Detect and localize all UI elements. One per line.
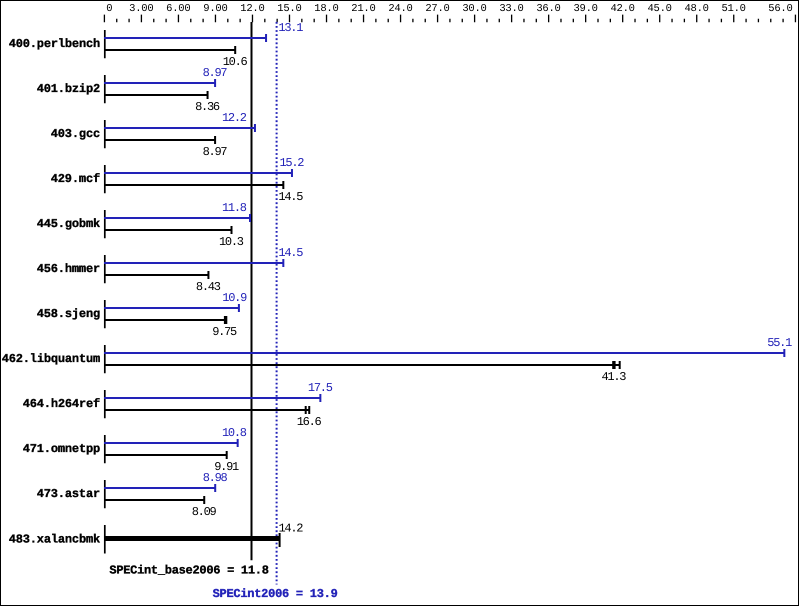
svg-text:8.43: 8.43	[196, 280, 221, 294]
svg-text:56.0: 56.0	[768, 3, 793, 15]
svg-text:SPECint_base2006 = 11.8: SPECint_base2006 = 11.8	[109, 564, 269, 578]
svg-text:39.0: 39.0	[573, 3, 598, 15]
svg-text:403.gcc: 403.gcc	[51, 127, 101, 141]
svg-text:456.hmmer: 456.hmmer	[37, 262, 101, 276]
svg-text:6.00: 6.00	[166, 3, 191, 15]
svg-text:8.36: 8.36	[195, 100, 220, 114]
svg-text:11.8: 11.8	[222, 201, 247, 215]
svg-text:14.5: 14.5	[278, 246, 303, 260]
svg-text:41.3: 41.3	[602, 370, 627, 384]
svg-text:9.75: 9.75	[212, 325, 237, 339]
svg-text:445.gobmk: 445.gobmk	[37, 217, 101, 231]
svg-text:15.0: 15.0	[277, 3, 302, 15]
svg-text:471.omnetpp: 471.omnetpp	[23, 442, 101, 456]
svg-text:14.5: 14.5	[278, 190, 303, 204]
svg-text:SPECint2006 = 13.9: SPECint2006 = 13.9	[213, 587, 338, 601]
svg-text:429.mcf: 429.mcf	[51, 172, 101, 186]
svg-text:458.sjeng: 458.sjeng	[37, 307, 101, 321]
svg-text:12.2: 12.2	[222, 111, 247, 125]
svg-text:483.xalancbmk: 483.xalancbmk	[9, 533, 101, 547]
svg-text:14.2: 14.2	[279, 522, 304, 536]
svg-text:33.0: 33.0	[499, 3, 523, 15]
svg-text:18.0: 18.0	[314, 3, 339, 15]
svg-text:48.0: 48.0	[684, 3, 709, 15]
svg-text:10.9: 10.9	[222, 291, 247, 305]
svg-text:55.1: 55.1	[767, 336, 792, 350]
svg-text:10.8: 10.8	[222, 426, 247, 440]
svg-text:12.0: 12.0	[240, 3, 265, 15]
svg-text:15.2: 15.2	[280, 156, 305, 170]
svg-text:17.5: 17.5	[308, 381, 333, 395]
svg-text:16.6: 16.6	[297, 415, 322, 429]
svg-text:8.97: 8.97	[203, 66, 228, 80]
svg-text:9.00: 9.00	[203, 3, 228, 15]
svg-text:10.6: 10.6	[223, 55, 248, 69]
svg-text:3.00: 3.00	[129, 3, 154, 15]
svg-text:464.h264ref: 464.h264ref	[23, 397, 101, 411]
svg-text:462.libquantum: 462.libquantum	[2, 352, 101, 366]
svg-text:45.0: 45.0	[647, 3, 672, 15]
svg-text:8.98: 8.98	[203, 471, 228, 485]
svg-text:401.bzip2: 401.bzip2	[37, 82, 101, 96]
svg-text:8.09: 8.09	[192, 505, 217, 519]
svg-text:24.0: 24.0	[388, 3, 413, 15]
svg-text:10.3: 10.3	[219, 235, 244, 249]
svg-text:9.91: 9.91	[214, 460, 239, 474]
svg-text:473.astar: 473.astar	[37, 487, 101, 501]
svg-text:8.97: 8.97	[203, 145, 228, 159]
svg-text:36.0: 36.0	[536, 3, 561, 15]
svg-text:21.0: 21.0	[351, 3, 376, 15]
svg-text:51.0: 51.0	[721, 3, 746, 15]
svg-text:27.0: 27.0	[425, 3, 450, 15]
svg-text:42.0: 42.0	[610, 3, 635, 15]
svg-text:400.perlbench: 400.perlbench	[9, 37, 101, 51]
svg-text:30.0: 30.0	[462, 3, 487, 15]
svg-text:13.1: 13.1	[278, 21, 303, 35]
svg-text:0: 0	[106, 3, 112, 15]
